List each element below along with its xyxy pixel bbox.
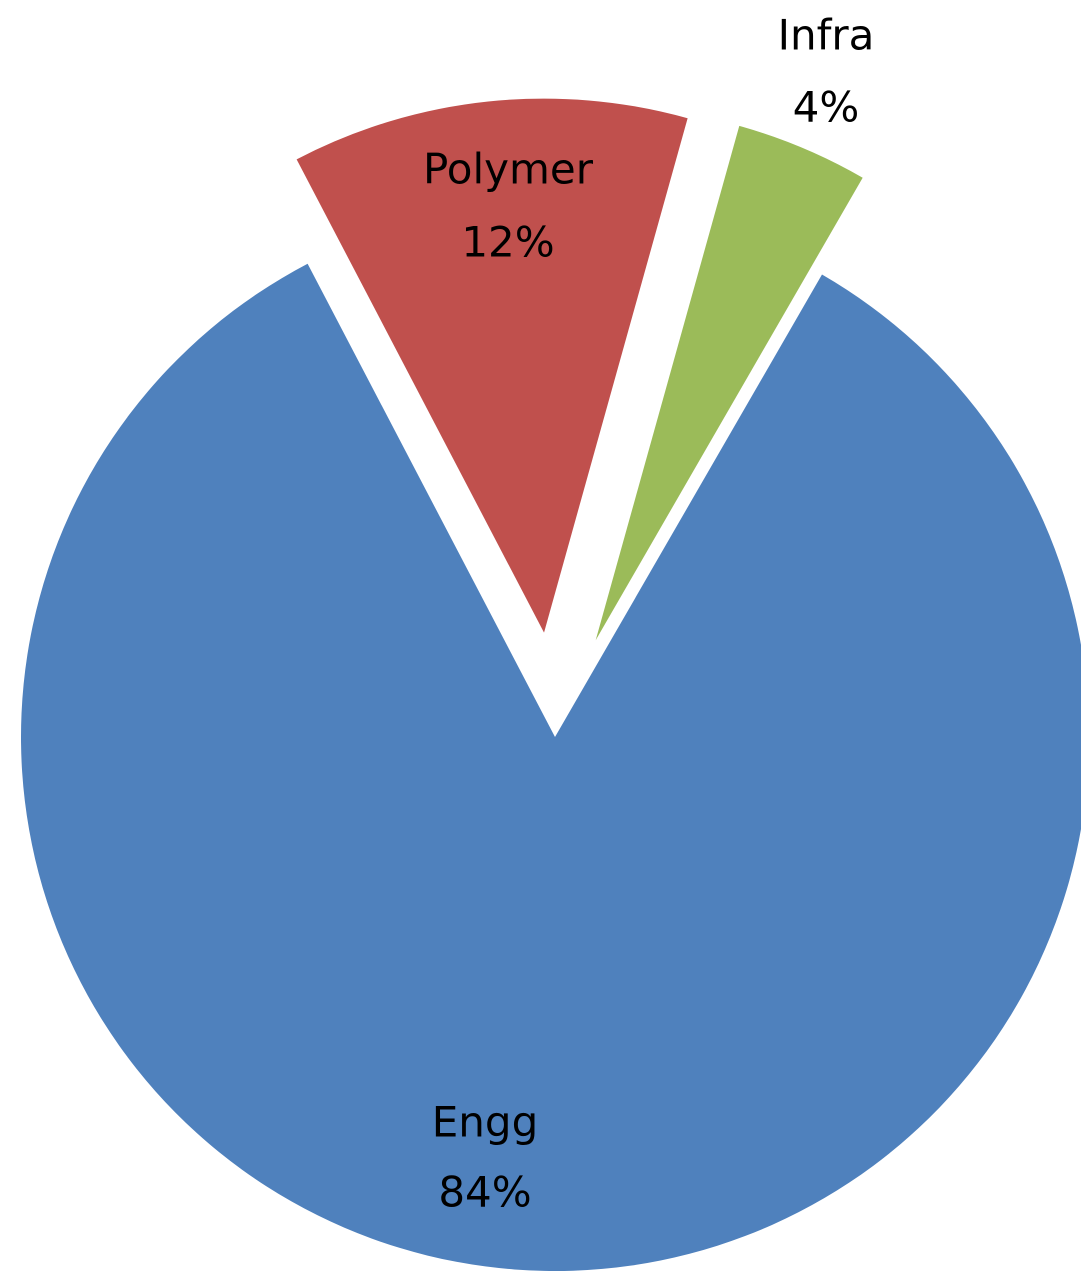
slice-category-label: Engg	[432, 1098, 538, 1147]
slice-category-label: Polymer	[423, 145, 594, 194]
slice-category-label: Infra	[778, 11, 875, 60]
slice-value-label: 84%	[438, 1168, 531, 1217]
slice-value-label: 4%	[793, 83, 860, 132]
slice-value-label: 12%	[461, 218, 554, 267]
pie-slice	[595, 125, 863, 641]
pie-slice	[296, 98, 688, 633]
pie-slice	[21, 263, 1081, 1271]
